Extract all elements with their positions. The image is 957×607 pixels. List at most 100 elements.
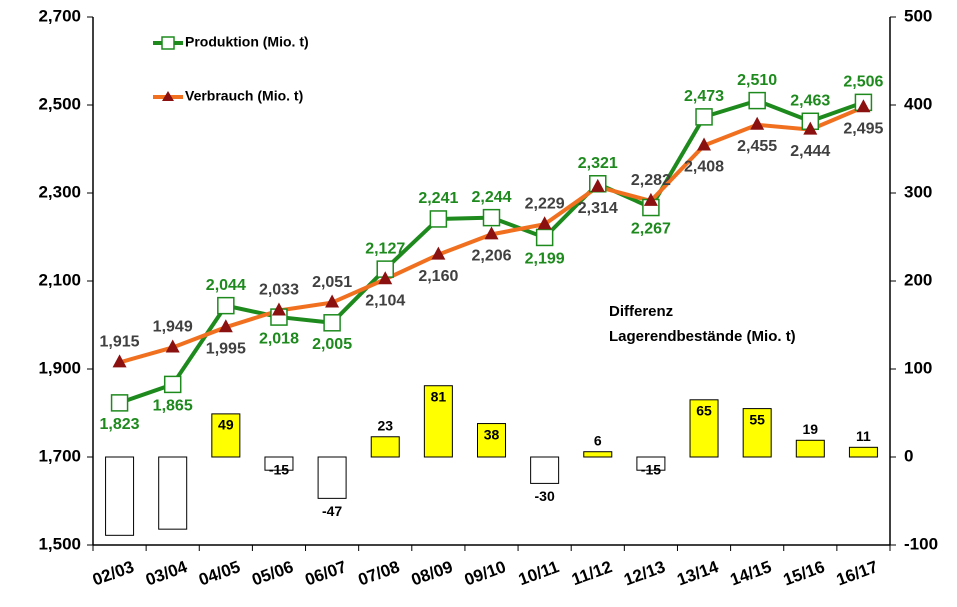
- bar-label: -15: [641, 462, 661, 478]
- data-label: 1,915: [100, 334, 140, 351]
- marker: [429, 210, 448, 228]
- bar-label: 38: [484, 426, 500, 442]
- data-label: 2,127: [365, 240, 405, 257]
- y2-tick-label: 0: [904, 446, 913, 465]
- x-tick-label: 15/16: [781, 557, 827, 589]
- bar-label: 55: [749, 411, 765, 427]
- data-label: 2,444: [790, 143, 830, 160]
- x-tick-label: 13/14: [674, 557, 721, 590]
- y2-tick-label: -100: [904, 534, 938, 553]
- bar: [636, 456, 666, 471]
- data-label: 1,823: [100, 416, 140, 433]
- data-label: 2,267: [631, 221, 671, 238]
- data-label: 2,314: [578, 200, 618, 217]
- y-tick-label: 1,500: [38, 534, 81, 553]
- bar: [211, 413, 241, 458]
- bar-label: 81: [431, 388, 447, 404]
- bar-label: 6: [594, 432, 602, 448]
- x-tick-label: 10/11: [516, 557, 562, 589]
- data-label: 1,949: [153, 319, 193, 336]
- x-tick-label: 11/12: [569, 557, 615, 589]
- marker: [535, 228, 554, 247]
- y2-tick-label: 300: [904, 182, 932, 201]
- data-label: 2,510: [737, 72, 777, 89]
- y2-tick-label: 400: [904, 94, 932, 113]
- bar: [317, 456, 347, 499]
- data-label: 2,463: [790, 92, 830, 109]
- marker: [697, 137, 712, 151]
- data-label: 2,044: [206, 277, 246, 294]
- x-tick-label: 04/05: [196, 557, 242, 589]
- marker: [748, 91, 766, 110]
- data-label: 2,408: [684, 159, 724, 176]
- marker: [217, 296, 235, 315]
- data-label: 2,495: [843, 120, 883, 137]
- marker: [218, 319, 233, 333]
- x-tick-label: 14/15: [728, 557, 774, 589]
- legend-marker: [162, 91, 174, 101]
- bar-label: 23: [377, 417, 393, 433]
- annotation: Lagerendbestände (Mio. t): [609, 328, 796, 345]
- data-label: 2,229: [525, 195, 565, 212]
- data-label: 2,160: [418, 268, 458, 285]
- marker: [323, 314, 341, 332]
- legend-label: Verbrauch (Mio. t): [185, 88, 303, 104]
- bar: [264, 456, 294, 471]
- bar: [583, 451, 613, 458]
- data-label: 2,005: [312, 336, 352, 353]
- data-label: 2,206: [471, 248, 511, 265]
- bar: [105, 456, 135, 536]
- y-tick-label: 1,900: [38, 358, 81, 377]
- marker: [110, 394, 129, 412]
- marker: [537, 216, 552, 230]
- data-label: 2,018: [259, 330, 299, 347]
- y-tick-label: 2,500: [38, 94, 81, 113]
- data-label: 2,051: [312, 274, 352, 291]
- bar-label: 65: [696, 403, 712, 419]
- x-tick-label: 03/04: [143, 557, 190, 590]
- y-tick-label: 1,700: [38, 446, 81, 465]
- data-label: 2,506: [843, 74, 883, 91]
- marker: [325, 294, 340, 308]
- legend-label: Produktion (Mio. t): [185, 34, 309, 50]
- bar-label: 11: [856, 428, 871, 444]
- y-tick-label: 2,700: [38, 6, 81, 25]
- y-tick-label: 2,300: [38, 182, 81, 201]
- data-label: 2,104: [365, 292, 405, 309]
- bar-label: -15: [269, 462, 289, 478]
- marker: [750, 116, 765, 130]
- marker: [590, 178, 605, 192]
- bar: [689, 399, 719, 458]
- marker: [112, 354, 127, 368]
- y2-tick-label: 200: [904, 270, 932, 289]
- bar-label: 19: [803, 421, 819, 437]
- annotation: Differenz: [609, 303, 673, 320]
- bar-label: -47: [322, 503, 342, 519]
- y2-tick-label: 100: [904, 358, 932, 377]
- data-label: 2,033: [259, 282, 299, 299]
- bar: [742, 408, 772, 458]
- bar: [795, 439, 825, 458]
- data-label: 1,995: [206, 340, 246, 357]
- legend-marker: [161, 36, 175, 50]
- data-label: 1,865: [153, 398, 193, 415]
- data-label: 2,321: [578, 155, 618, 172]
- bar: [477, 423, 506, 458]
- marker: [856, 99, 871, 113]
- bar: [530, 456, 560, 484]
- bar: [158, 456, 188, 530]
- data-label: 2,241: [418, 190, 458, 207]
- x-tick-label: 16/17: [834, 557, 880, 589]
- data-label: 2,244: [471, 189, 511, 206]
- marker: [431, 246, 446, 260]
- bar: [370, 436, 400, 458]
- marker: [163, 375, 182, 394]
- marker: [165, 339, 180, 353]
- marker: [643, 192, 658, 206]
- bar: [848, 446, 878, 458]
- x-tick-label: 08/09: [409, 557, 455, 589]
- bar-label: 49: [218, 417, 234, 433]
- y2-tick-label: 500: [904, 6, 932, 25]
- bar-label: -30: [535, 488, 555, 504]
